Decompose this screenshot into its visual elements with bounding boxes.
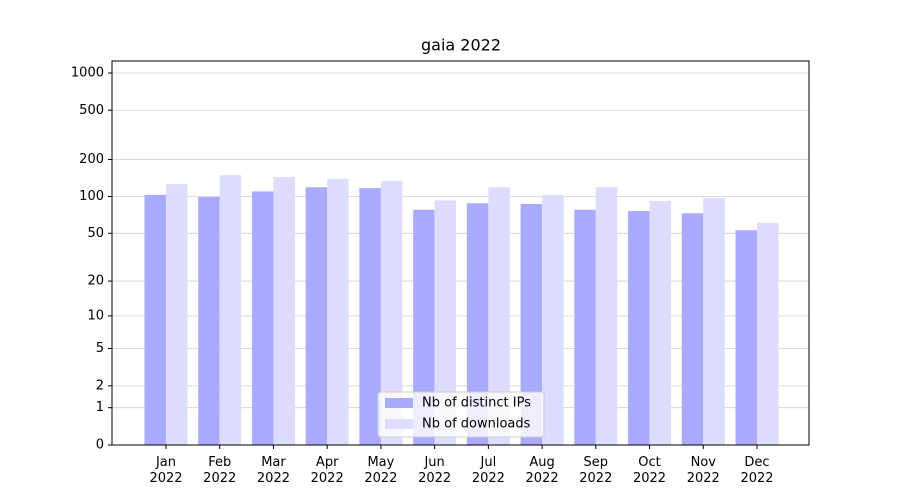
x-tick-label: Jan 2022 [149, 455, 182, 486]
bar [434, 200, 457, 445]
x-tick-label: Jun 2022 [418, 455, 451, 486]
x-tick-label: Apr 2022 [311, 455, 344, 486]
bar [380, 180, 403, 445]
bar [703, 198, 725, 445]
bar [628, 211, 650, 445]
bar [305, 187, 328, 445]
y-tick-label: 10 [87, 308, 104, 323]
y-tick-label: 500 [79, 103, 104, 118]
legend-label: Nb of downloads [422, 417, 531, 432]
y-tick-label: 1000 [71, 66, 104, 81]
x-tick-label: May 2022 [364, 455, 397, 486]
bar [273, 177, 295, 445]
bar [327, 178, 349, 445]
y-tick-label: 0 [96, 438, 104, 453]
bar [735, 230, 757, 445]
bar [166, 184, 188, 445]
x-tick-label: Dec 2022 [740, 455, 773, 486]
bar [144, 194, 166, 445]
y-tick-label: 5 [96, 341, 104, 356]
bar [359, 188, 381, 445]
y-tick-label: 1 [96, 400, 104, 415]
bar [466, 203, 489, 445]
x-tick-label: Nov 2022 [687, 455, 720, 486]
y-tick-label: 50 [87, 226, 104, 241]
bar [251, 191, 274, 445]
x-tick-label: Mar 2022 [257, 455, 290, 486]
bar [681, 213, 704, 445]
bar [574, 209, 596, 445]
legend-swatch [385, 419, 413, 429]
x-tick-label: Aug 2022 [526, 455, 559, 486]
bar [413, 209, 435, 445]
y-tick-label: 100 [79, 189, 104, 204]
bar [595, 187, 618, 445]
y-tick-label: 200 [79, 152, 104, 167]
legend-label: Nb of distinct IPs [422, 396, 531, 411]
bar [542, 194, 564, 445]
bar [649, 200, 672, 445]
bar [757, 222, 779, 445]
bar [198, 197, 220, 445]
x-tick-label: Feb 2022 [203, 455, 236, 486]
bar [488, 187, 510, 445]
bar [219, 175, 242, 445]
chart-title: gaia 2022 [421, 36, 501, 55]
legend-box [377, 391, 545, 438]
y-tick-label: 20 [87, 274, 104, 289]
x-tick-label: Jul 2022 [472, 455, 505, 486]
x-tick-label: Sep 2022 [579, 455, 612, 486]
y-tick-label: 2 [96, 378, 104, 393]
plot-frame [111, 60, 810, 446]
x-tick-label: Oct 2022 [633, 455, 666, 486]
legend-swatch [385, 398, 413, 408]
bar [520, 203, 543, 445]
